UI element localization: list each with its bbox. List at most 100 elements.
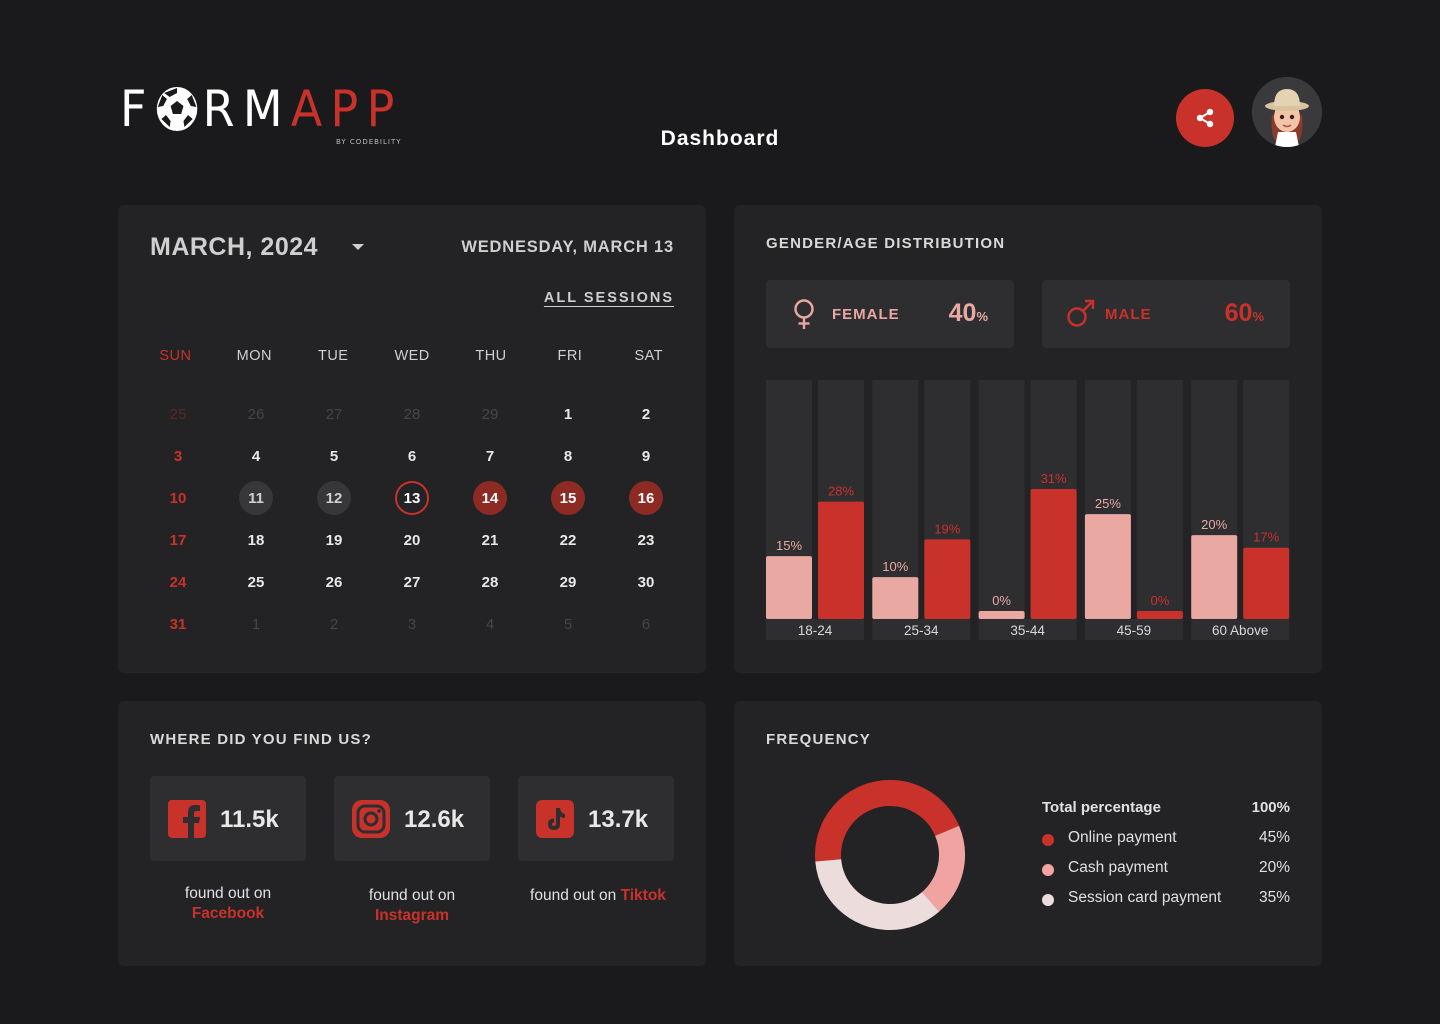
weekday-mon: MON [236, 348, 272, 364]
calendar-day[interactable]: 8 [529, 435, 607, 477]
calendar-day[interactable]: 7 [451, 435, 529, 477]
calendar-day-number: 25 [247, 573, 265, 591]
bar-track [978, 380, 1025, 619]
all-sessions-link[interactable]: ALL SESSIONS [543, 290, 674, 306]
legend-item-value: 45% [1258, 829, 1290, 846]
avatar[interactable] [1252, 77, 1322, 147]
calendar-day[interactable]: 3 [373, 603, 451, 645]
calendar-day[interactable]: 30 [607, 561, 685, 603]
calendar-day[interactable]: 5 [295, 435, 373, 477]
calendar-weekdays: SUN MON TUE WED THU FRI SAT [136, 348, 688, 364]
frequency-legend: Total percentage 100% Online payment 45%… [1042, 799, 1290, 919]
calendar-day-number: 27 [403, 573, 421, 591]
calendar-day-number: 27 [325, 405, 343, 423]
calendar-day[interactable]: 15 [529, 477, 607, 519]
calendar-day[interactable]: 6 [373, 435, 451, 477]
bar-male[interactable] [1243, 547, 1290, 619]
calendar-day-number: 4 [251, 447, 261, 465]
male-percentage: 60% [1224, 299, 1264, 327]
female-symbol-icon [794, 299, 814, 329]
calendar-day[interactable]: 22 [529, 519, 607, 561]
bar-value-label: 0% [1151, 593, 1170, 608]
calendar-day-number: 28 [403, 405, 421, 423]
calendar-day[interactable]: 26 [217, 393, 295, 435]
frequency-title: FREQUENCY [766, 731, 871, 748]
calendar-month[interactable]: MARCH, 2024 [150, 233, 319, 261]
total-value: 100% [1251, 799, 1290, 816]
calendar-day-number: 5 [329, 447, 339, 465]
calendar-day-number: 1 [251, 615, 261, 633]
bar-female[interactable] [872, 577, 919, 619]
calendar-day[interactable]: 27 [295, 393, 373, 435]
calendar-day[interactable]: 13 [373, 477, 451, 519]
avatar-illustration-icon [1252, 77, 1322, 147]
calendar-day-number: 12 [317, 481, 351, 515]
bar-female[interactable] [766, 556, 812, 619]
legend-total-row: Total percentage 100% [1042, 799, 1290, 829]
calendar-day[interactable]: 9 [607, 435, 685, 477]
bar-value-label: 28% [828, 484, 854, 499]
calendar-day[interactable]: 19 [295, 519, 373, 561]
calendar-day[interactable]: 16 [607, 477, 685, 519]
calendar-day[interactable]: 4 [451, 603, 529, 645]
bar-value-label: 20% [1201, 517, 1227, 532]
tiktok-icon [536, 800, 574, 838]
logo[interactable]: F RM APP BY CODEBILITY [120, 84, 427, 148]
instagram-link[interactable]: Instagram [374, 907, 450, 924]
calendar-day[interactable]: 4 [217, 435, 295, 477]
instagram-icon [352, 800, 390, 838]
female-percentage: 40% [948, 299, 988, 327]
calendar-day-number: 19 [325, 531, 343, 549]
calendar-day[interactable]: 2 [295, 603, 373, 645]
bar-female[interactable] [1084, 514, 1131, 619]
tiktok-link[interactable]: Tiktok [620, 887, 666, 904]
share-button[interactable] [1176, 89, 1234, 147]
calendar-day[interactable]: 24 [139, 561, 217, 603]
calendar-day[interactable]: 3 [139, 435, 217, 477]
calendar-day[interactable]: 28 [451, 561, 529, 603]
calendar-day[interactable]: 21 [451, 519, 529, 561]
calendar-day[interactable]: 1 [217, 603, 295, 645]
calendar-day[interactable]: 12 [295, 477, 373, 519]
tiktok-caption: found out on Tiktok [530, 887, 666, 904]
calendar-day[interactable]: 25 [217, 561, 295, 603]
calendar-day[interactable]: 23 [607, 519, 685, 561]
tiktok-stat[interactable]: 13.7k [518, 776, 674, 861]
calendar-day[interactable]: 29 [529, 561, 607, 603]
calendar-day[interactable]: 17 [139, 519, 217, 561]
donut-segment[interactable] [814, 779, 966, 931]
logo-subtitle: BY CODEBILITY [336, 138, 402, 146]
calendar-day[interactable]: 2 [607, 393, 685, 435]
calendar-day[interactable]: 18 [217, 519, 295, 561]
calendar-day[interactable]: 1 [529, 393, 607, 435]
calendar-day[interactable]: 25 [139, 393, 217, 435]
calendar-day-number: 20 [403, 531, 421, 549]
age-group-label: 45-59 [1117, 623, 1152, 638]
facebook-link[interactable]: Facebook [191, 905, 265, 922]
age-group-label: 25-34 [904, 623, 939, 638]
bar-male[interactable] [1030, 489, 1077, 619]
instagram-stat[interactable]: 12.6k [334, 776, 490, 861]
bar-female[interactable] [978, 611, 1025, 619]
calendar-day[interactable]: 29 [451, 393, 529, 435]
age-group-label: 60 Above [1212, 623, 1268, 638]
calendar-day-number: 14 [473, 481, 507, 515]
calendar-day[interactable]: 26 [295, 561, 373, 603]
calendar-day[interactable]: 5 [529, 603, 607, 645]
legend-item-label: Online payment [1068, 829, 1177, 846]
calendar-day[interactable]: 11 [217, 477, 295, 519]
calendar-day[interactable]: 10 [139, 477, 217, 519]
month-dropdown-caret-icon[interactable] [352, 244, 364, 250]
calendar-day[interactable]: 6 [607, 603, 685, 645]
bar-female[interactable] [1191, 535, 1238, 619]
calendar-day[interactable]: 14 [451, 477, 529, 519]
calendar-day[interactable]: 20 [373, 519, 451, 561]
calendar-day[interactable]: 27 [373, 561, 451, 603]
calendar-day[interactable]: 31 [139, 603, 217, 645]
bar-male[interactable] [818, 501, 864, 619]
calendar-day[interactable]: 28 [373, 393, 451, 435]
facebook-stat[interactable]: 11.5k [150, 776, 306, 861]
bar-male[interactable] [1136, 611, 1183, 619]
bar-male[interactable] [924, 539, 971, 619]
calendar-day-number: 17 [169, 531, 187, 549]
